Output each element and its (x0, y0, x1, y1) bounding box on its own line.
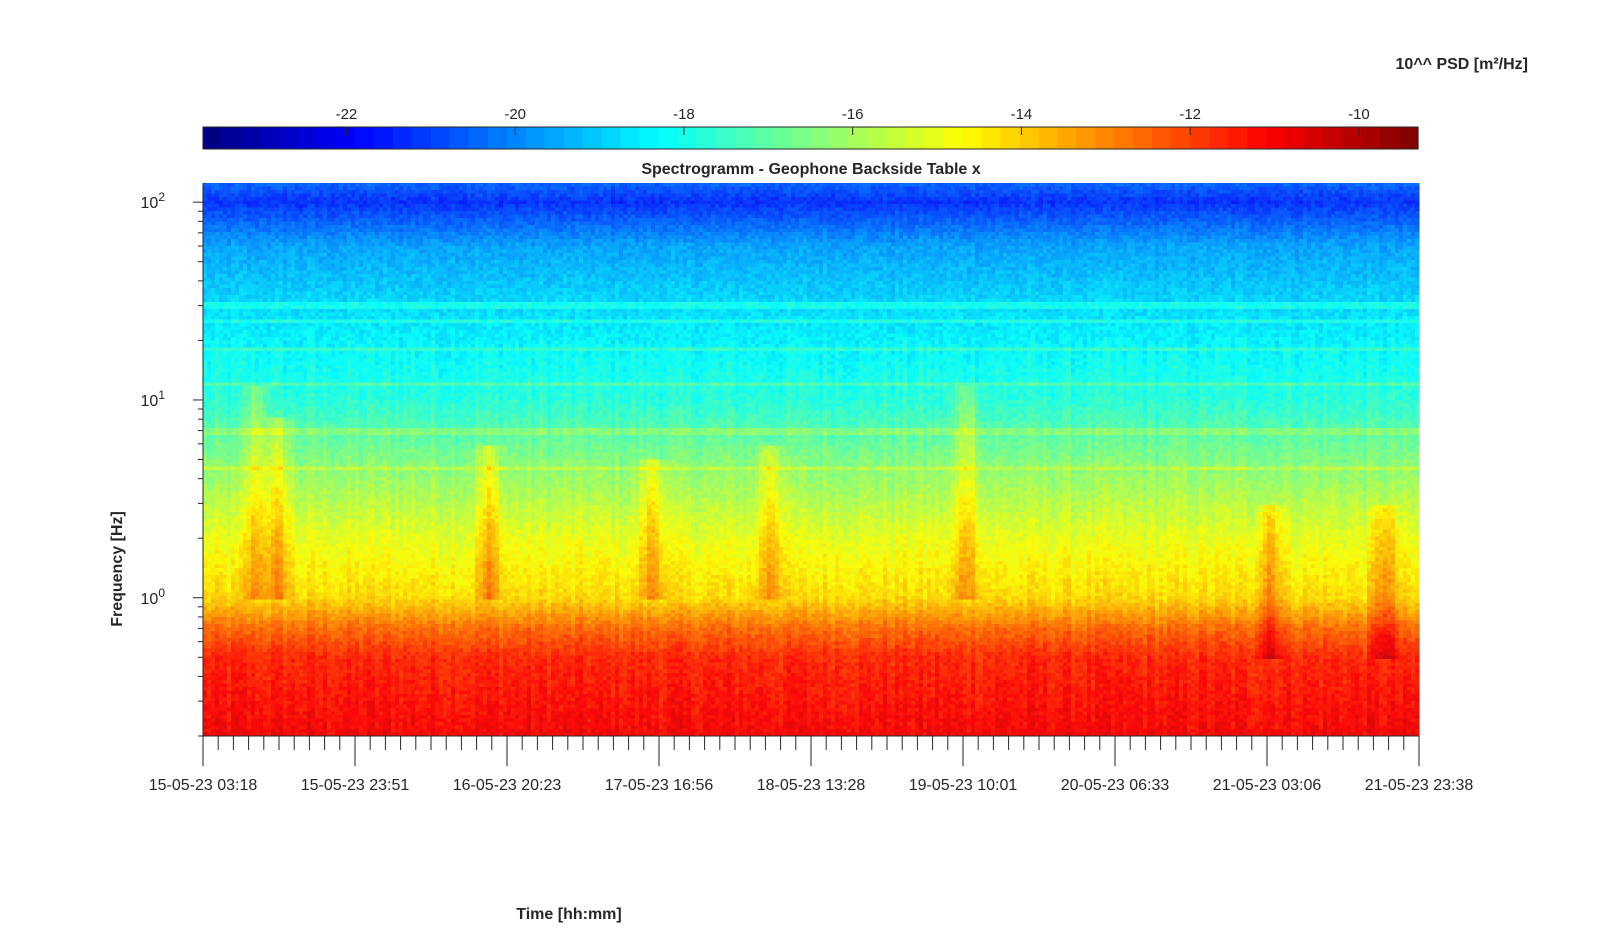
colorbar-tick-label: -14 (1011, 106, 1033, 123)
colorbar-tick-label: -10 (1348, 106, 1370, 123)
colorbar-cell (791, 127, 812, 149)
colorbar-cell (525, 127, 546, 149)
colorbar-cell (354, 127, 375, 149)
colorbar-cell (943, 127, 963, 149)
colorbar-cell (601, 127, 622, 149)
colorbar-cell (867, 127, 888, 149)
colorbar-cell (1380, 127, 1400, 149)
colorbar-cell (1190, 127, 1210, 149)
colorbar-cell (772, 127, 793, 149)
colorbar-cell (1285, 127, 1305, 149)
colorbar-cell (1057, 127, 1077, 149)
colorbar-cell (1038, 127, 1058, 149)
colorbar-cell (715, 127, 736, 149)
colorbar-cell (582, 127, 603, 149)
colorbar-cell (810, 127, 831, 149)
colorbar-cell (886, 127, 907, 149)
colorbar-tick-label: -20 (504, 106, 526, 123)
colorbar-cell (316, 127, 337, 149)
colorbar-cell (962, 127, 982, 149)
colorbar-cell (1361, 127, 1381, 149)
colorbar-cell (677, 127, 698, 149)
colorbar-cell (487, 127, 508, 149)
colorbar-cell (240, 127, 261, 149)
colorbar-cell (278, 127, 299, 149)
colorbar-cell (696, 127, 717, 149)
colorbar-cell (658, 127, 679, 149)
colorbar-tick-labels: -22 -20 -18 -16 -14 -12 -10 (336, 106, 1370, 123)
colorbar-cell (392, 127, 413, 149)
colorbar-cell (981, 127, 1001, 149)
colorbar-cell (905, 127, 925, 149)
colorbar-cell (1076, 127, 1096, 149)
colorbar-cell (1323, 127, 1343, 149)
colorbar-cell (1228, 127, 1248, 149)
colorbar-cell (1304, 127, 1324, 149)
colorbar-cell (639, 127, 660, 149)
colorbar-cell (1152, 127, 1172, 149)
colorbar-cell (259, 127, 280, 149)
colorbar-cell (620, 127, 641, 149)
colorbar-cell (1000, 127, 1020, 149)
colorbar-label: 10^^ PSD [m²/Hz] (1396, 56, 1528, 73)
colorbar-cell (1209, 127, 1229, 149)
colorbar-cell (1399, 127, 1419, 149)
colorbar-cell (1171, 127, 1191, 149)
colorbar-tick-label: -22 (336, 106, 358, 123)
colorbar-cell (829, 127, 850, 149)
colorbar-cell (1095, 127, 1115, 149)
colorbar-cell (221, 127, 242, 149)
colorbar-frame (202, 126, 1419, 150)
colorbar-tick-label: -12 (1179, 106, 1201, 123)
colorbar-cell (411, 127, 432, 149)
colorbar-cell (1133, 127, 1153, 149)
colorbar-cell (1114, 127, 1134, 149)
colorbar-cell (1266, 127, 1286, 149)
colorbar-cell (544, 127, 565, 149)
colorbar-cell (924, 127, 944, 149)
colorbar-cell (734, 127, 755, 149)
colorbar (203, 127, 1419, 149)
colorbar-cell (297, 127, 318, 149)
colorbar-cell (1342, 127, 1362, 149)
colorbar-cell (468, 127, 489, 149)
colorbar-cell (203, 127, 223, 149)
colorbar-cell (449, 127, 470, 149)
colorbar-cell (753, 127, 774, 149)
colorbar-cell (506, 127, 527, 149)
colorbar-cell (1019, 127, 1039, 149)
colorbar-cell (1247, 127, 1267, 149)
chart-title: Spectrogramm - Geophone Backside Table x (641, 161, 980, 178)
colorbar-cell (848, 127, 869, 149)
colorbar-ticks (345, 127, 1360, 135)
colorbar-cell (335, 127, 356, 149)
colorbar-tick-label: -16 (842, 106, 864, 123)
colorbar-cell (430, 127, 451, 149)
colorbar-cell (373, 127, 394, 149)
colorbar-tick-label: -18 (673, 106, 695, 123)
colorbar-cell (563, 127, 584, 149)
